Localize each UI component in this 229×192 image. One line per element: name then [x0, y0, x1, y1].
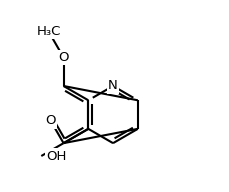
- Text: O: O: [45, 114, 56, 127]
- Text: H₃C: H₃C: [37, 25, 61, 38]
- Text: O: O: [58, 51, 68, 64]
- Text: OH: OH: [46, 150, 66, 162]
- Text: N: N: [108, 79, 117, 93]
